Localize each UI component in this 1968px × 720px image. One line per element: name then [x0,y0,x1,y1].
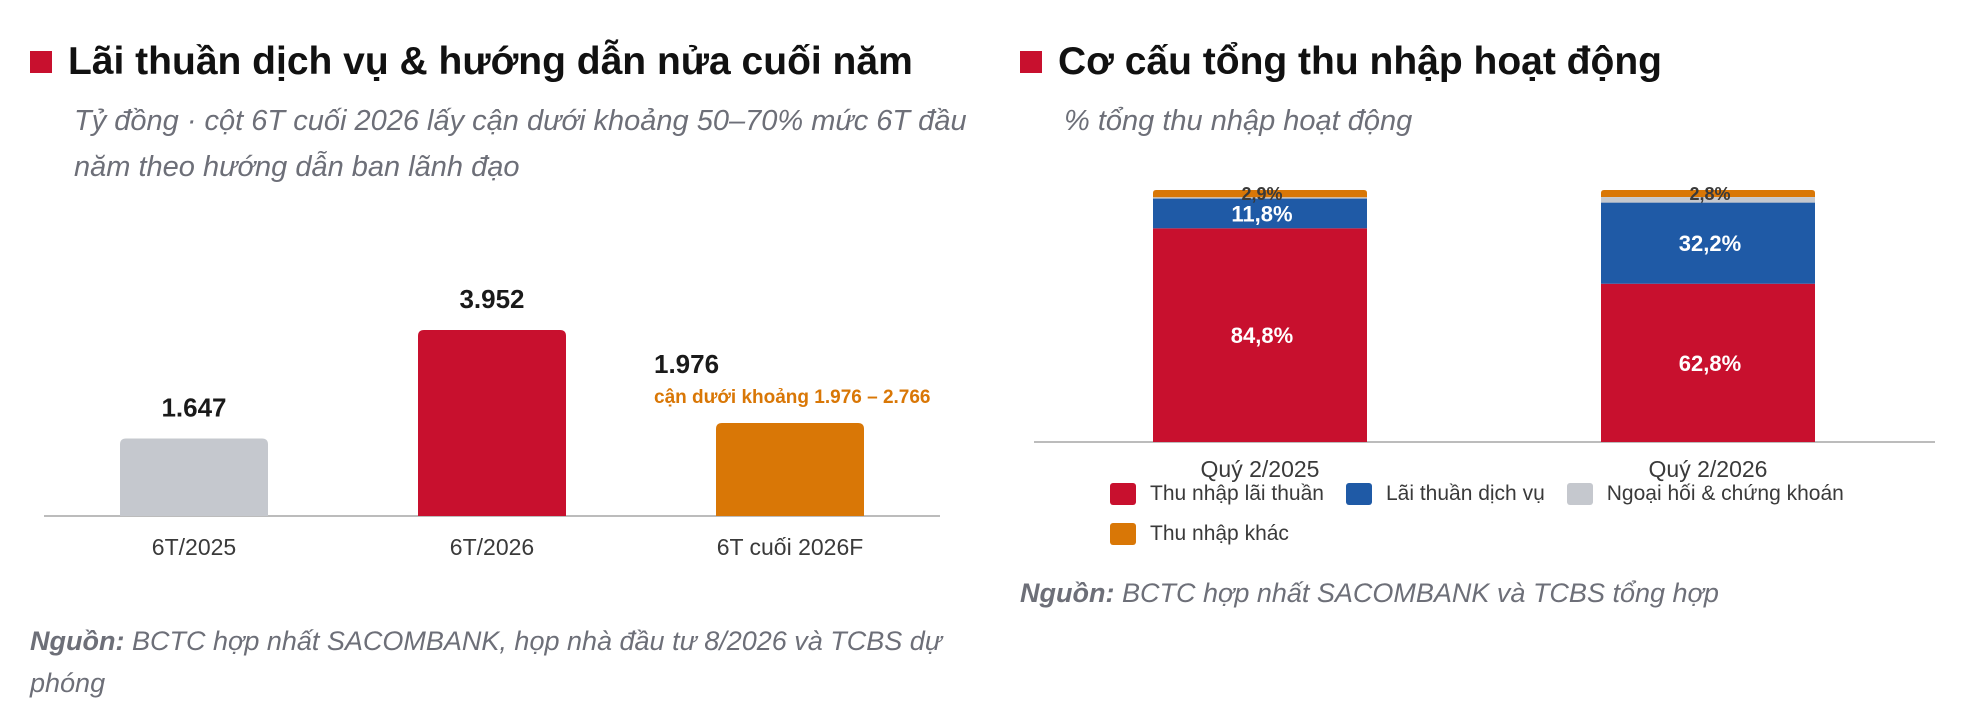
legend-item-thu-nhap-lai-thuan: Thu nhập lãi thuần [1110,482,1324,506]
value-label-6t-2026: 3.952 [459,284,524,314]
value-label-6t-2025: 1.647 [161,392,226,422]
left-title-row: Lãi thuần dịch vụ & hướng dẫn nửa cuối n… [30,40,913,84]
tick-label-quy-2-2026: Quý 2/2026 [1649,456,1768,482]
tick-label-6t-2026: 6T/2026 [450,534,534,560]
right-source-text: BCTC hợp nhất SACOMBANK và TCBS tổng hợp [1121,578,1719,608]
legend-swatch [1566,483,1593,505]
legend-swatch [1110,523,1136,545]
legend-label: Thu nhập lãi thuần [1150,482,1324,505]
left-source-text: BCTC hợp nhất SACOMBANK, họp nhà đầu tư … [30,626,942,698]
data-label-thu-nhap-lai-thuan-quy-2-2026: 62,8% [1679,351,1741,376]
left-chart-title: Lãi thuần dịch vụ & hướng dẫn nửa cuối n… [68,40,913,83]
legend-item-lai-thuan-dich-vu: Lãi thuần dịch vụ [1345,482,1545,506]
right-stacked-bar-chart: 84,8% 11,8%2,9% Quý 2/2025 62,8% 32,2% 2,8% Qu… [1034,184,1935,482]
data-label-lai-thuan-dich-vu-quy-2-2025: 11,8% [1231,201,1292,226]
right-chart-title: Cơ cấu tổng thu nhập hoạt động [1058,40,1662,83]
right-source: Nguồn: BCTC hợp nhất SACOMBANK và TCBS t… [1020,572,1950,614]
segment-thu-nhap-lai-thuan-quy-2-2025 [1153,228,1367,442]
segment-lai-thuan-dich-vu-quy-2-2026 [1601,202,1815,284]
legend-item-thu-nhap-khac: Thu nhập khác [1110,522,1289,546]
right-source-label: Nguồn: [1020,578,1115,608]
legend-swatch [1110,483,1136,505]
tick-label-quy-2-2025: Quý 2/2025 [1201,456,1320,482]
segment-ngoai-hoi-chung-khoan-quy-2-2026 [1601,197,1815,203]
segment-thu-nhap-lai-thuan-quy-2-2026 [1601,283,1815,442]
legend-label: Thu nhập khác [1150,522,1289,545]
legend-label: Ngoại hối & chứng khoán [1606,482,1844,505]
bar-6t-2025 [120,438,268,516]
segment-ngoai-hoi-chung-khoan-quy-2-2025 [1153,197,1367,199]
segment-lai-thuan-dich-vu-quy-2-2025 [1153,198,1367,229]
segment-thu-nhap-khac-quy-2-2025 [1153,190,1367,198]
data-label-thu-nhap-khac-quy-2-2026: 2,8% [1689,184,1730,204]
data-label-thu-nhap-lai-thuan-quy-2-2025: 84,8% [1231,323,1293,348]
bar-6t-cuoi-2026f [716,423,864,516]
legend-swatch [1345,483,1372,505]
left-chart-subtitle: Tỷ đồng · cột 6T cuối 2026 lấy cận dưới … [74,105,967,183]
segment-thu-nhap-khac-quy-2-2026 [1601,190,1815,198]
tick-label-6t-2025: 6T/2025 [152,534,236,560]
bar-6t-2026 [418,330,566,516]
right-title-marker [1020,51,1042,73]
right-chart-legend: Thu nhập lãi thuần Lãi thuần dịch vụ Ngoại… [1110,482,1940,546]
right-title-row: Cơ cấu tổng thu nhập hoạt động [1020,40,1662,84]
annotation-label: cận dưới khoảng 1.976 – 2.766 [654,387,931,408]
left-title-marker [30,51,52,73]
left-bar-chart: 1.647 6T/2025 3.952 6T/2026 1.976 cận dưới kh… [44,284,940,560]
data-label-thu-nhap-khac-quy-2-2025: 2,9% [1241,184,1282,204]
left-source: Nguồn: BCTC hợp nhất SACOMBANK, họp nhà … [30,620,980,704]
tick-label-6t-cuoi-2026f: 6T cuối 2026F [717,534,864,560]
legend-label: Lãi thuần dịch vụ [1385,482,1545,505]
data-label-lai-thuan-dich-vu-quy-2-2026: 32,2% [1679,231,1741,256]
legend-item-ngoai-hoi-chung-khoan: Ngoại hối & chứng khoán [1566,482,1844,506]
left-source-label: Nguồn: [30,626,125,656]
right-chart-subtitle: % tổng thu nhập hoạt động [1064,105,1413,137]
value-label-6t-cuoi-2026f: 1.976 [654,349,719,379]
